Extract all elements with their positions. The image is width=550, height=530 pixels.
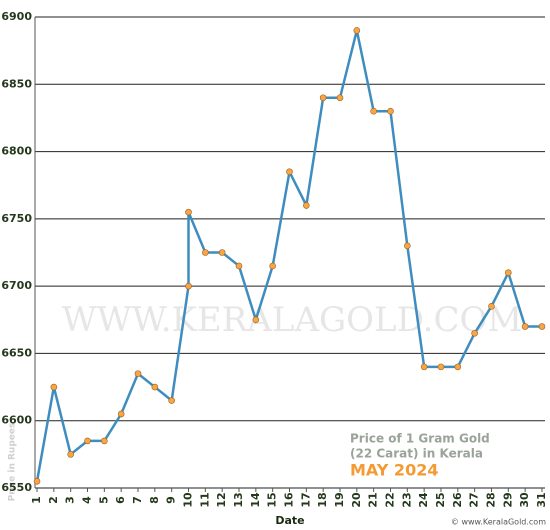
marker: [471, 329, 478, 337]
x-tick-label: 25: [434, 492, 447, 507]
y-tick-label: 6900: [1, 10, 32, 23]
marker: [168, 397, 175, 404]
y-axis-label: Price in Rupees: [8, 423, 18, 502]
annotation: Price of 1 Gram Gold: [350, 432, 490, 446]
y-tick-label: 6650: [1, 346, 32, 359]
marker: [269, 262, 276, 270]
marker: [420, 363, 428, 371]
marker: [134, 370, 142, 377]
x-tick-label: 13: [232, 492, 245, 507]
x-tick-label: 14: [249, 492, 262, 508]
x-tick-label: 2: [47, 496, 60, 504]
marker: [286, 168, 293, 176]
x-tick-label: 28: [484, 492, 497, 507]
marker: [202, 249, 209, 256]
line: [35, 30, 542, 482]
marker: [33, 477, 41, 485]
x-tick-label: 4: [81, 496, 94, 504]
y-tick-label: 6550: [1, 481, 32, 494]
x-tick-label: 12: [215, 492, 228, 507]
x-tick-label: 27: [468, 492, 481, 507]
x-tick-label: 21: [367, 492, 380, 507]
marker: [370, 107, 377, 115]
annotation-highlight: MAY 2024: [350, 461, 438, 480]
x-tick-label: 15: [266, 492, 279, 507]
marker: [185, 208, 192, 216]
marker: [521, 323, 529, 330]
marker: [336, 94, 344, 102]
marker: [67, 451, 74, 458]
x-axis-label: Date: [275, 514, 304, 527]
marker: [117, 410, 125, 418]
marker: [218, 249, 226, 256]
x-tick-label: 23: [400, 492, 413, 507]
marker: [252, 316, 260, 324]
marker: [84, 437, 91, 445]
x-tick-label: 19: [333, 492, 346, 507]
marker: [151, 383, 159, 391]
x-tick-label: 7: [131, 496, 144, 504]
x-tick-label: 5: [97, 496, 110, 504]
x-tick-label: 6: [114, 496, 127, 504]
y-tick-label: 6750: [1, 212, 32, 225]
marker: [235, 262, 243, 270]
marker: [50, 383, 58, 391]
watermark: WWW.KERALAGOLD.COM: [62, 300, 522, 340]
marker: [353, 27, 361, 34]
x-tick-label: 16: [282, 492, 295, 508]
y-tick-label: 6700: [1, 279, 32, 292]
marker: [185, 282, 192, 290]
x-tick-label: 8: [148, 496, 161, 504]
y-tick-label: 6800: [1, 145, 32, 158]
x-tick-label: 26: [451, 492, 464, 508]
marker: [387, 107, 394, 115]
x-tick-label: 29: [501, 492, 514, 507]
x-tick-label: 9: [165, 496, 178, 504]
y-tick-label: 6600: [1, 414, 32, 427]
x-tick-label: 10: [182, 492, 195, 508]
y-tick-label: 6850: [1, 77, 32, 90]
marker: [303, 202, 310, 209]
x-tick-label: 24: [417, 492, 430, 508]
marker: [319, 94, 327, 102]
marker: [101, 437, 108, 445]
marker: [488, 303, 495, 310]
x-tick-label: 30: [518, 492, 531, 508]
marker: [538, 323, 546, 330]
marker: [454, 363, 462, 371]
x-tick-label: 20: [350, 492, 363, 508]
x-tick-label: 17: [299, 492, 312, 507]
x-tick-label: 3: [64, 496, 77, 504]
x-tick-label: 18: [316, 492, 329, 507]
x-tick-label: 11: [198, 492, 211, 507]
footer: © www.KeralaGold.com: [451, 518, 546, 527]
marker: [505, 269, 512, 276]
marker: [437, 363, 445, 371]
x-tick-label: 1: [30, 496, 43, 504]
annotation: (22 Carat) in Kerala: [350, 447, 483, 461]
x-tick-label: 31: [535, 492, 548, 507]
x-tick-label: 22: [383, 492, 396, 507]
marker: [404, 242, 411, 250]
